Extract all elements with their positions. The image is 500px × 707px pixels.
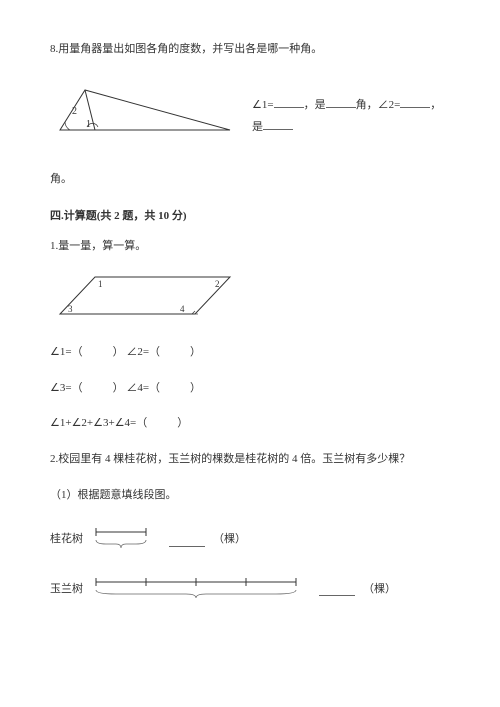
svg-text:3: 3 (68, 304, 73, 314)
q8-fill: ∠1=，是角，∠2=，是 (252, 94, 450, 138)
yulan-unit: （棵） (363, 580, 396, 600)
q42-sub1: （1）根据题意填线段图。 (50, 486, 450, 506)
guihua-blank[interactable] (169, 533, 205, 547)
guihua-row: 桂花树 （棵） (50, 522, 450, 558)
q8-blank3[interactable] (400, 94, 430, 108)
yulan-segment (91, 572, 311, 600)
q41-row3: ∠1+∠2+∠3+∠4=（） (50, 414, 450, 434)
q8-blank4[interactable] (263, 116, 293, 130)
svg-text:2: 2 (215, 279, 220, 289)
svg-text:4: 4 (180, 304, 185, 314)
q41-row2: ∠3=（） ∠4=（） (50, 379, 450, 399)
guihua-unit: （棵） (213, 530, 246, 550)
q8-blank1[interactable] (274, 94, 304, 108)
yulan-row: 玉兰树 （棵） (50, 572, 450, 608)
q41-parallelogram: 1 2 3 4 (50, 269, 450, 329)
q41-row1: ∠1=（） ∠2=（） (50, 343, 450, 363)
svg-text:1: 1 (98, 279, 103, 289)
q8-row: 2 1 ∠1=，是角，∠2=，是 (50, 72, 450, 160)
guihua-label: 桂花树 (50, 530, 83, 550)
yulan-label: 玉兰树 (50, 580, 83, 600)
q42-text: 2.校园里有 4 棵桂花树，玉兰树的棵数是桂花树的 4 倍。玉兰树有多少棵？ (50, 450, 450, 470)
q8-blank2[interactable] (326, 94, 356, 108)
section4-title: 四.计算题(共 2 题，共 10 分) (50, 207, 450, 227)
q8-text: 8.用量角器量出如图各角的度数，并写出各是哪一种角。 (50, 40, 450, 60)
q8-triangle: 2 1 (50, 80, 240, 146)
q41-text: 1.量一量，算一算。 (50, 237, 450, 257)
yulan-blank[interactable] (319, 582, 355, 596)
angle2-label: 2 (72, 106, 77, 117)
q8-tail: 角。 (50, 170, 450, 190)
guihua-segment (91, 522, 161, 550)
